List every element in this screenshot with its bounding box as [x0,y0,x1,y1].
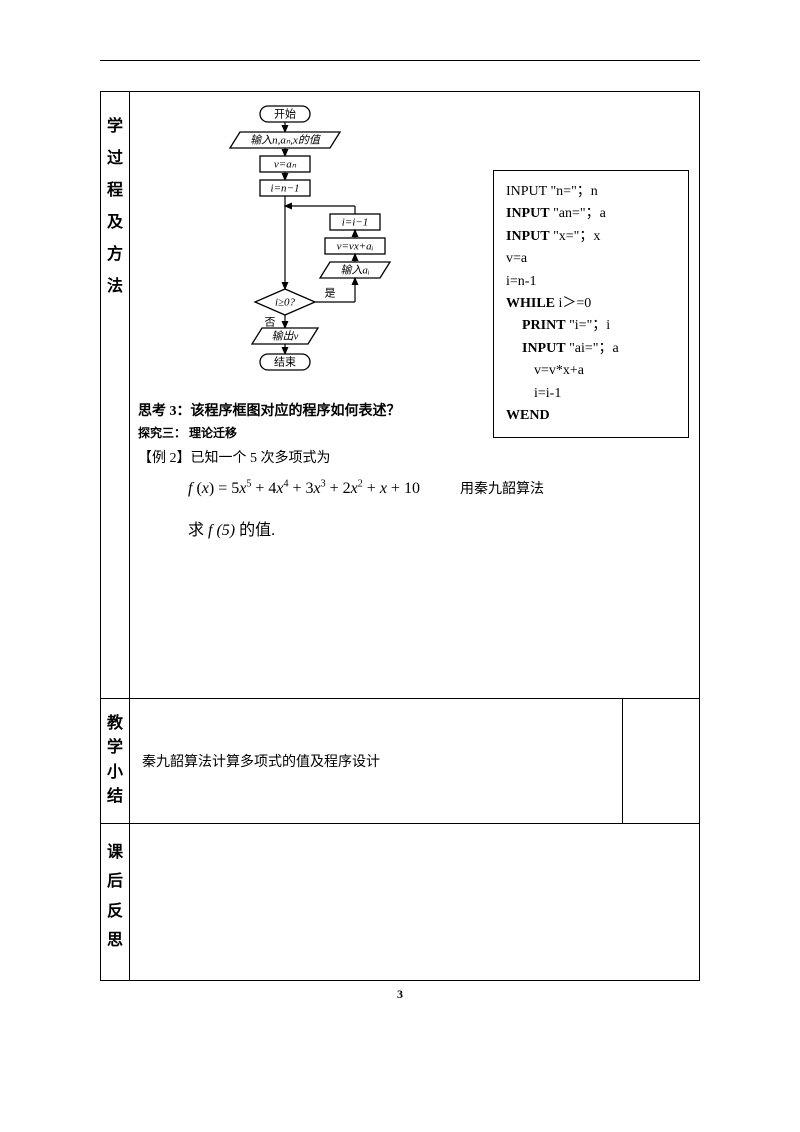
example-2-label: 【例 2】已知一个 5 次多项式为 [138,447,691,467]
fc-in1-text: 输入n,aₙ,x的值 [250,134,322,147]
summary-content: 秦九韶算法计算多项式的值及程序设计 [130,699,623,824]
fc-p2-text: i=n−1 [271,183,300,195]
fc-start-text: 开始 [274,107,296,121]
side-char: 及 [105,208,125,232]
document-page: 学 过 程 及 方 法 [0,0,800,1132]
fc-p1-text: v=aₙ [274,159,297,171]
side-char: 结 [105,786,125,808]
table-row: 课 后 反 思 [101,823,700,980]
code-line: INPUT "x="；x [506,226,676,248]
polynomial-formula: f (x) = 5x5 + 4x4 + 3x3 + 2x2 + x + 10 [188,479,420,498]
page-number: 3 [100,987,700,1002]
top-horizontal-rule [100,60,700,61]
reflection-content [130,823,700,980]
code-line: INPUT "an="；a [506,203,676,225]
side-char: 教 [105,713,125,735]
code-line: INPUT "n="；n [506,181,676,203]
code-line: PRINT "i="；i [506,315,676,337]
side-char: 过 [105,144,125,168]
fc-no-label: 否 [265,317,276,329]
table-row: 教 学 小 结 秦九韶算法计算多项式的值及程序设计 [101,699,700,824]
summary-empty-col [623,699,700,824]
code-line: WEND [506,405,676,427]
side-char: 法 [105,272,125,296]
code-line: v=a [506,248,676,270]
pseudocode-box: INPUT "n="；n INPUT "an="；a INPUT "x="；x … [493,170,689,438]
formula-right-text: 用秦九韶算法 [460,478,544,498]
code-line: v=v*x+a [506,360,676,382]
side-char: 学 [105,737,125,759]
fc-in2-text: 输入aᵢ [340,264,369,277]
side-char: 课 [105,840,125,866]
table-row: 学 过 程 及 方 法 [101,92,700,699]
side-char: 后 [105,869,125,895]
lesson-plan-table: 学 过 程 及 方 法 [100,91,700,981]
formula-row: f (x) = 5x5 + 4x4 + 3x3 + 2x2 + x + 10 用… [138,467,691,498]
side-char: 学 [105,112,125,136]
row1-content: 开始 输入n,aₙ,x的值 v=aₙ i=n−1 [130,92,700,699]
fc-d1-text: i≥0? [275,297,296,309]
row3-side-label: 课 后 反 思 [101,823,130,980]
fc-end-text: 结束 [274,356,296,369]
fc-p4-text: v=vx+aᵢ [337,241,374,253]
fc-out-text: 输出v [272,330,299,343]
code-line: i=i-1 [506,383,676,405]
code-line: i=n-1 [506,271,676,293]
side-char: 程 [105,176,125,200]
row2-side-label: 教 学 小 结 [101,699,130,824]
side-char: 反 [105,899,125,925]
side-char: 思 [105,928,125,954]
code-line: INPUT "ai="；a [506,338,676,360]
side-char: 方 [105,240,125,264]
code-line: WHILE i＞=0 [506,293,676,315]
flowchart: 开始 输入n,aₙ,x的值 v=aₙ i=n−1 [190,102,410,387]
fc-p3-text: i=i−1 [342,217,368,229]
row1-side-label: 学 过 程 及 方 法 [101,92,130,699]
fc-yes-label: 是 [325,287,336,300]
side-char: 小 [105,762,125,784]
flowchart-svg: 开始 输入n,aₙ,x的值 v=aₙ i=n−1 [190,102,410,382]
f5-expression: 求 f (5) 的值. [188,516,691,540]
